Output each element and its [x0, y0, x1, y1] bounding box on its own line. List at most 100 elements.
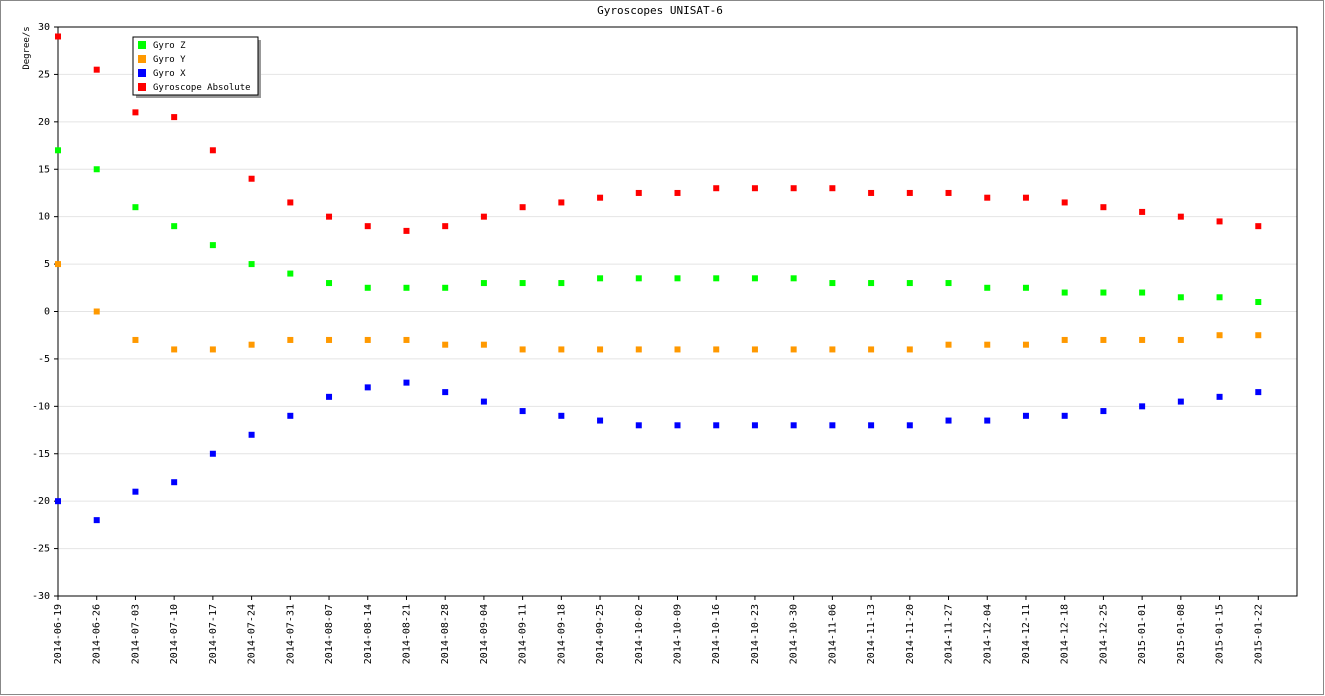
point [713, 422, 720, 429]
point [442, 389, 449, 396]
point [403, 336, 410, 343]
y-tick-label: 10 [38, 212, 50, 223]
point [519, 408, 526, 415]
point [55, 33, 61, 40]
x-tick-label: 2014-09-18 [556, 604, 567, 664]
x-tick-label: 2015-01-15 [1215, 604, 1226, 664]
x-tick-label: 2014-12-11 [1021, 604, 1032, 664]
point [635, 275, 642, 282]
point [93, 308, 100, 315]
point [906, 280, 913, 287]
point [1216, 294, 1223, 301]
point [790, 275, 797, 282]
point [829, 422, 836, 429]
point [480, 213, 487, 220]
point [403, 379, 410, 386]
legend-swatch [138, 83, 146, 91]
point [442, 341, 449, 348]
point [1022, 341, 1029, 348]
point [868, 280, 875, 287]
point [364, 384, 371, 391]
point [1139, 289, 1146, 296]
x-tick-label: 2014-08-21 [401, 604, 412, 664]
point [558, 280, 565, 287]
point [945, 189, 952, 196]
point [1061, 199, 1068, 206]
point [364, 336, 371, 343]
point [1177, 213, 1184, 220]
point [751, 346, 758, 353]
point [945, 341, 952, 348]
legend-swatch [138, 69, 146, 77]
point [480, 398, 487, 405]
point [713, 346, 720, 353]
x-tick-label: 2014-11-20 [905, 604, 916, 664]
point [558, 346, 565, 353]
point [906, 422, 913, 429]
point [326, 213, 333, 220]
point [480, 341, 487, 348]
x-tick-label: 2014-10-16 [711, 604, 722, 664]
point [1139, 336, 1146, 343]
point [209, 346, 216, 353]
x-tick-label: 2014-08-07 [324, 604, 335, 664]
x-tick-label: 2014-11-27 [944, 604, 955, 664]
y-tick-label: -20 [32, 496, 50, 507]
y-axis-label: Degree/s [22, 26, 32, 69]
legend-label: Gyroscope Absolute [153, 83, 251, 93]
x-tick-label: 2014-11-06 [827, 604, 838, 664]
x-tick-label: 2014-12-04 [982, 604, 993, 664]
point [93, 166, 100, 173]
point [326, 336, 333, 343]
point [1022, 194, 1029, 201]
point [906, 189, 913, 196]
point [1216, 393, 1223, 400]
y-tick-label: -5 [38, 354, 50, 365]
y-tick-label: -10 [32, 401, 50, 412]
point [1100, 408, 1107, 415]
point [674, 189, 681, 196]
x-tick-label: 2014-06-19 [53, 604, 64, 664]
point [209, 242, 216, 249]
point [558, 199, 565, 206]
x-tick-label: 2014-09-11 [518, 604, 529, 664]
point [248, 175, 255, 182]
point [868, 189, 875, 196]
point [287, 199, 294, 206]
point [790, 346, 797, 353]
point [868, 422, 875, 429]
x-tick-label: 2014-06-26 [92, 604, 103, 664]
x-tick-label: 2014-09-25 [595, 604, 606, 664]
point [364, 223, 371, 230]
x-tick-label: 2014-07-31 [285, 604, 296, 664]
legend-label: Gyro X [153, 69, 186, 79]
point [55, 498, 61, 505]
point [790, 185, 797, 192]
x-tick-label: 2014-07-24 [247, 604, 258, 664]
point [713, 185, 720, 192]
point [984, 194, 991, 201]
point [1139, 403, 1146, 410]
point [171, 114, 178, 121]
point [248, 341, 255, 348]
point [984, 284, 991, 291]
y-tick-label: 0 [44, 307, 50, 318]
point [984, 417, 991, 424]
x-tick-label: 2014-12-18 [1060, 604, 1071, 664]
point [132, 109, 139, 116]
point [597, 417, 604, 424]
x-tick-label: 2014-12-25 [1098, 604, 1109, 664]
point [442, 223, 449, 230]
point [364, 284, 371, 291]
point [55, 261, 61, 268]
x-tick-label: 2015-01-08 [1176, 604, 1187, 664]
point [558, 412, 565, 419]
chart-title: Gyroscopes UNISAT-6 [597, 4, 723, 17]
y-tick-label: 5 [44, 259, 50, 270]
point [945, 417, 952, 424]
point [248, 261, 255, 268]
point [674, 422, 681, 429]
point [209, 450, 216, 457]
point [519, 280, 526, 287]
